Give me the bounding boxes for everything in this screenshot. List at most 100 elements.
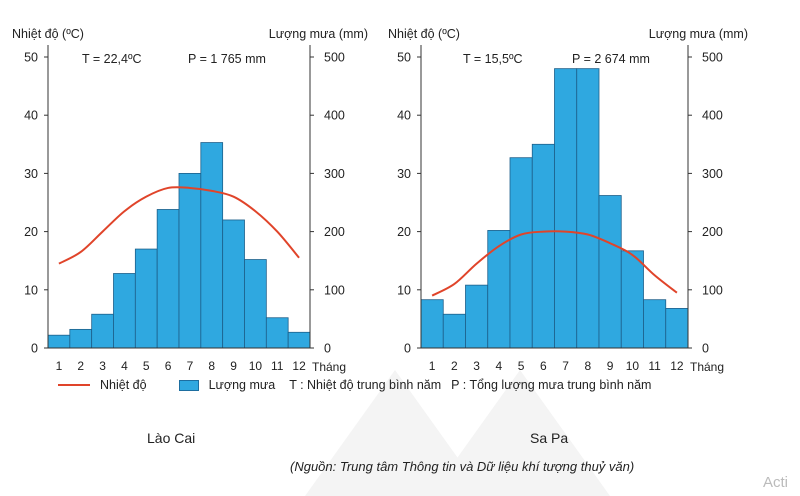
sa-pa-left-axis-label: Nhiệt độ (ºC) — [388, 27, 460, 41]
lao-cai-right-tick-label: 100 — [324, 283, 345, 297]
lao-cai-right-tick-label: 0 — [324, 342, 331, 356]
lao-cai-left-tick-label: 20 — [24, 225, 38, 239]
legend: Nhiệt độ Lượng mưa T : Nhiệt độ trung bì… — [58, 378, 661, 392]
sa-pa-left-tick-label: 40 — [397, 109, 411, 123]
corner-text: Acti — [763, 474, 789, 491]
sa-pa-right-axis-label: Lượng mưa (mm) — [649, 27, 748, 41]
lao-cai-right-tick-label: 400 — [324, 109, 345, 123]
lao-cai-month-label: 8 — [208, 359, 215, 373]
lao-cai-month-label: 2 — [77, 359, 84, 373]
sa-pa-rain-bar-9 — [598, 195, 622, 349]
sa-pa-rain-bar-2 — [442, 313, 466, 349]
sa-pa-month-label: 3 — [473, 359, 480, 373]
lao-cai-month-label: 9 — [230, 359, 237, 373]
sa-pa-month-label: 5 — [518, 359, 525, 373]
sa-pa-month-label: 11 — [648, 359, 661, 373]
lao-cai-rain-bar-3 — [91, 313, 114, 349]
sa-pa-rain-bar-11 — [643, 299, 667, 349]
source-text: (Nguồn: Trung tâm Thông tin và Dữ liệu k… — [290, 459, 635, 474]
sa-pa-right-tick-label: 300 — [702, 167, 723, 181]
lao-cai-right-tick-label: 500 — [324, 51, 345, 65]
sa-pa-rain-bar-5 — [509, 157, 533, 349]
lao-cai-left-tick-label: 50 — [24, 51, 38, 65]
sa-pa-rain-bar-1 — [420, 299, 444, 349]
climate-charts: Nhiệt độ (ºC) Lượng mưa (mm) T = 22,4ºC … — [12, 27, 748, 374]
station-name-sa-pa: Sa Pa — [530, 430, 569, 446]
sa-pa-rain-bar-12 — [665, 308, 689, 349]
sa-pa-month-label: 1 — [429, 359, 436, 373]
legend-rainfall-label: Lượng mưa — [208, 378, 276, 392]
lao-cai-rain-bar-12 — [287, 331, 311, 349]
sa-pa-rain-bar-6 — [531, 143, 555, 349]
sa-pa-rain-bar-8 — [576, 68, 600, 349]
lao-cai-x-unit-label: Tháng — [312, 360, 346, 374]
sa-pa-annotation-t: T = 15,5ºC — [463, 52, 523, 66]
lao-cai-rain-bar-7 — [178, 172, 202, 349]
lao-cai-left-tick-label: 10 — [24, 283, 38, 297]
sa-pa-right-tick-label: 100 — [702, 283, 723, 297]
lao-cai-rain-bar-6 — [156, 209, 180, 349]
sa-pa-rain-bar-4 — [487, 230, 511, 349]
lao-cai-left-tick-label: 0 — [31, 342, 38, 356]
lao-cai-month-label: 6 — [165, 359, 172, 373]
sa-pa-left-tick-label: 0 — [404, 342, 411, 356]
rainfall-bar-swatch — [178, 379, 199, 391]
temperature-line-swatch — [58, 384, 90, 386]
lao-cai-rain-bar-2 — [69, 328, 93, 349]
sa-pa-month-label: 2 — [451, 359, 458, 373]
lao-cai-rain-bar-1 — [47, 334, 71, 349]
background-shape-right — [430, 370, 610, 496]
lao-cai-month-label: 12 — [292, 359, 306, 373]
legend-note-t: T : Nhiệt độ trung bình năm — [289, 378, 442, 392]
sa-pa-rain-bar-3 — [465, 284, 489, 349]
sa-pa-rain-bar-10 — [620, 250, 644, 349]
station-name-lao-cai: Lào Cai — [147, 430, 196, 446]
lao-cai-month-label: 11 — [271, 359, 284, 373]
lao-cai-left-tick-label: 30 — [24, 167, 38, 181]
lao-cai-month-label: 10 — [249, 359, 263, 373]
sa-pa-month-label: 7 — [562, 359, 569, 373]
sa-pa-month-label: 8 — [585, 359, 592, 373]
lao-cai-rain-bar-11 — [265, 317, 289, 349]
lao-cai-rain-bar-9 — [222, 219, 245, 349]
sa-pa-left-tick-label: 20 — [397, 225, 411, 239]
lao-cai-rain-bar-5 — [134, 248, 158, 349]
sa-pa-month-label: 9 — [607, 359, 614, 373]
legend-temperature: Nhiệt độ — [58, 378, 147, 392]
lao-cai-rain-bar-4 — [113, 273, 136, 349]
sa-pa-left-tick-label: 50 — [397, 51, 411, 65]
sa-pa-x-unit-label: Tháng — [690, 360, 724, 374]
lao-cai-left-axis-label: Nhiệt độ (ºC) — [12, 27, 84, 41]
sa-pa-month-label: 4 — [496, 359, 503, 373]
source-note: (Nguồn: Trung tâm Thông tin và Dữ liệu k… — [290, 459, 634, 474]
lao-cai-month-label: 7 — [187, 359, 194, 373]
sa-pa-left-tick-label: 10 — [397, 283, 411, 297]
sa-pa-right-tick-label: 400 — [702, 109, 723, 123]
lao-cai-month-label: 1 — [56, 359, 63, 373]
lao-cai-annotation-t: T = 22,4ºC — [82, 52, 142, 66]
sa-pa-rain-bar-7 — [554, 68, 578, 349]
legend-temperature-label: Nhiệt độ — [100, 378, 147, 392]
sa-pa-annotation-p: P = 2 674 mm — [572, 52, 650, 66]
lao-cai-month-label: 5 — [143, 359, 150, 373]
legend-note-p: P : Tổng lượng mưa trung bình năm — [451, 378, 652, 392]
lao-cai-right-tick-label: 200 — [324, 225, 345, 239]
sa-pa-temperature-line — [431, 230, 678, 297]
sa-pa-left-tick-label: 30 — [397, 167, 411, 181]
sa-pa-month-label: 12 — [670, 359, 684, 373]
lao-cai-right-axis-label: Lượng mưa (mm) — [269, 27, 368, 41]
lao-cai-temperature-line — [58, 186, 300, 265]
sa-pa-month-label: 10 — [626, 359, 640, 373]
lao-cai-left-tick-label: 40 — [24, 109, 38, 123]
lao-cai-annotation-p: P = 1 765 mm — [188, 52, 266, 66]
lao-cai-rain-bar-8 — [200, 142, 224, 349]
sa-pa-right-tick-label: 200 — [702, 225, 723, 239]
lao-cai-month-label: 3 — [99, 359, 106, 373]
lao-cai-month-label: 4 — [121, 359, 128, 373]
sa-pa-right-tick-label: 500 — [702, 51, 723, 65]
sa-pa-month-label: 6 — [540, 359, 547, 373]
lao-cai-rain-bar-10 — [244, 259, 267, 349]
sa-pa-right-tick-label: 0 — [702, 342, 709, 356]
legend-rainfall: Lượng mưa — [178, 378, 276, 392]
lao-cai-right-tick-label: 300 — [324, 167, 345, 181]
